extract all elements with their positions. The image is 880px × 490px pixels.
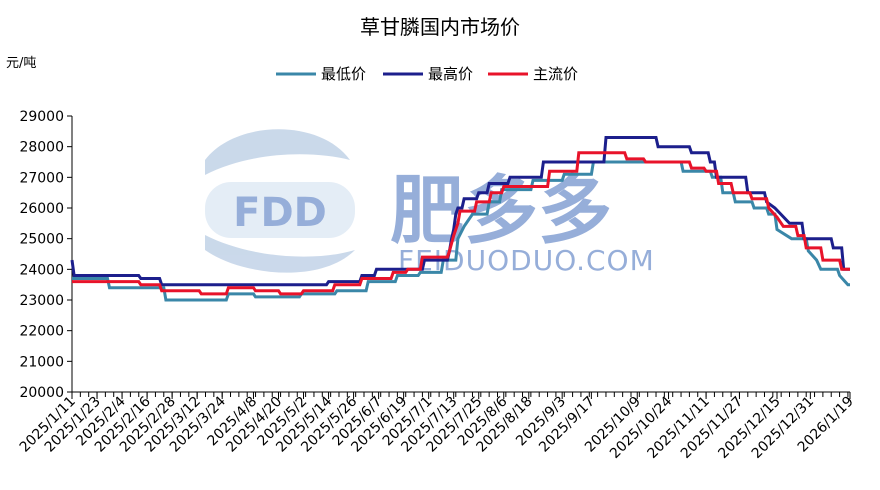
- chart-title: 草甘膦国内市场价: [360, 15, 520, 39]
- y-tick-label: 25000: [19, 232, 64, 248]
- unit-label: 元/吨: [6, 56, 36, 71]
- y-tick-label: 24000: [19, 262, 64, 278]
- y-tick-label: 26000: [19, 201, 64, 217]
- series-line-3: [72, 151, 850, 296]
- x-axis: 2025/1/112025/1/232025/2/42025/2/162025/…: [17, 391, 857, 462]
- y-tick-label: 23000: [19, 293, 64, 309]
- y-tick-label: 22000: [19, 324, 64, 340]
- legend-label: 最高价: [428, 65, 473, 83]
- legend-item: 最高价: [383, 65, 473, 83]
- watermark-leaf-top: [205, 129, 350, 175]
- legend: 最低价 最高价 主流价: [276, 65, 578, 83]
- y-tick-label: 28000: [19, 140, 64, 156]
- legend-item: 主流价: [488, 65, 578, 83]
- y-tick-label: 27000: [19, 170, 64, 186]
- watermark-brand: 肥多多: [390, 168, 612, 254]
- y-axis: 20000 21000 22000 23000 24000 25000 26000 27000…: [19, 109, 73, 401]
- watermark-badge: [205, 182, 355, 238]
- series-layer: [70, 136, 850, 302]
- watermark-logo-text: FDD: [233, 190, 327, 236]
- watermark-leaf-bottom: [205, 235, 355, 273]
- watermark-logo: FDD: [205, 129, 355, 273]
- y-tick-label: 21000: [19, 354, 64, 370]
- legend-label: 主流价: [533, 65, 578, 83]
- y-tick-label: 20000: [19, 385, 64, 401]
- legend-label: 最低价: [321, 65, 366, 83]
- legend-item: 最低价: [276, 65, 366, 83]
- y-tick-label: 29000: [19, 109, 64, 125]
